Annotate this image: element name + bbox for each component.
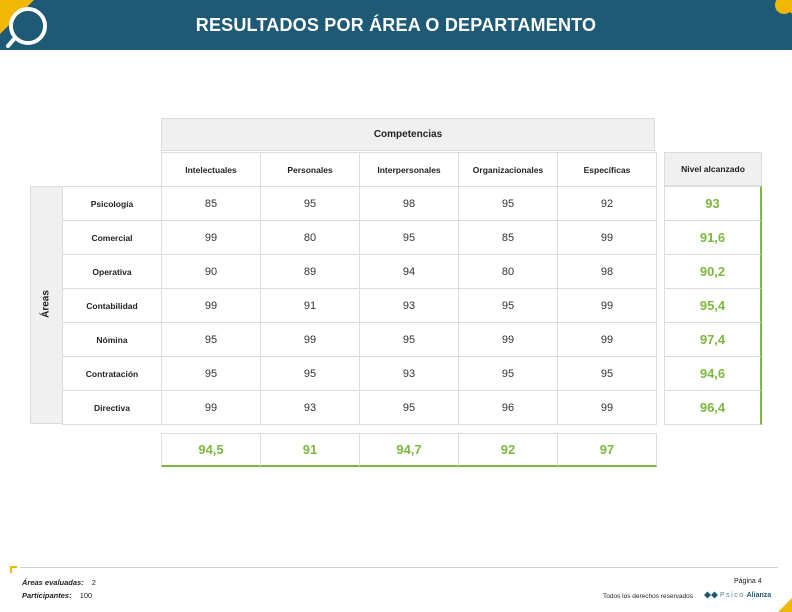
column-average-cell: 94,5 [161,433,261,467]
nivel-alcanzado-cell: 90,2 [664,254,762,289]
nivel-alcanzado-cell: 95,4 [664,288,762,323]
page-title: RESULTADOS POR ÁREA O DEPARTAMENTO [195,15,597,35]
table-cell: 95 [161,356,261,391]
areas-label: Áreas [40,290,52,318]
participantes: Participantes: 100 [22,591,92,600]
footer-right-accent [778,598,792,612]
table-cell: 89 [260,254,360,289]
column-average-cell: 92 [458,433,558,467]
table-cell: 80 [458,254,558,289]
table-cell: 95 [359,220,459,255]
column-header: Organizacionales [458,152,558,187]
row-label-area: Directiva [62,390,162,425]
header-right-dot [775,0,792,14]
column-header: Intelectuales [161,152,261,187]
table-cell: 99 [557,220,657,255]
table-cell: 85 [161,186,261,221]
search-icon [6,7,47,48]
row-label-area: Psicología [62,186,162,221]
table-cell: 92 [557,186,657,221]
row-label-area: Contratación [62,356,162,391]
table-cell: 99 [458,322,558,357]
table-cell: 95 [458,186,558,221]
footer-divider [20,567,778,568]
areas-evaluadas-value: 2 [91,578,96,587]
row-label-area: Contabilidad [62,288,162,323]
table-cell: 85 [458,220,558,255]
nivel-alcanzado-cell: 91,6 [664,220,762,255]
table-cell: 99 [557,322,657,357]
column-average-cell: 94,7 [359,433,459,467]
table-cell: 95 [458,288,558,323]
nivel-alcanzado-cell: 97,4 [664,322,762,357]
table-cell: 99 [161,390,261,425]
table-cell: 95 [359,322,459,357]
table-cell: 90 [161,254,261,289]
table-cell: 96 [458,390,558,425]
table-cell: 99 [161,220,261,255]
table-cell: 95 [458,356,558,391]
table-cell: 95 [260,186,360,221]
table-cell: 99 [161,288,261,323]
psico-alianza-logo: Psico Alianza [704,591,771,599]
areas-evaluadas: Áreas evaluadas: 2 [22,578,96,587]
table-cell: 99 [557,390,657,425]
table-cell: 80 [260,220,360,255]
participantes-label: Participantes: [22,591,72,600]
column-average-cell: 97 [557,433,657,467]
column-header: Personales [260,152,360,187]
page-number: Página 4 [734,578,762,585]
nivel-alcanzado-cell: 94,6 [664,356,762,391]
column-header: Interpersonales [359,152,459,187]
page-header: RESULTADOS POR ÁREA O DEPARTAMENTO [0,0,792,50]
areas-header [30,186,63,424]
column-average-cell: 91 [260,433,360,467]
row-label-area: Nómina [62,322,162,357]
brand-alianza: Alianza [746,591,772,599]
nivel-alcanzado-header: Nivel alcanzado [664,152,762,186]
column-header: Específicas [557,152,657,187]
brand-psico: Psico [720,591,745,599]
table-cell: 95 [161,322,261,357]
table-cell: 93 [359,288,459,323]
table-cell: 91 [260,288,360,323]
table-cell: 93 [359,356,459,391]
row-label-area: Operativa [62,254,162,289]
table-cell: 98 [359,186,459,221]
table-cell: 93 [260,390,360,425]
table-cell: 98 [557,254,657,289]
table-cell: 95 [557,356,657,391]
table-cell: 99 [260,322,360,357]
rights-text: Todos los derechos reservados [603,593,693,600]
logo-mark-icon [704,591,718,599]
row-label-area: Comercial [62,220,162,255]
nivel-alcanzado-cell: 96,4 [664,390,762,425]
competencias-header: Competencias [161,118,655,151]
areas-evaluadas-label: Áreas evaluadas: [22,578,84,587]
table-cell: 95 [260,356,360,391]
table-cell: 99 [557,288,657,323]
table-cell: 94 [359,254,459,289]
nivel-alcanzado-cell: 93 [664,186,762,221]
footer-corner-accent [10,566,17,573]
participantes-value: 100 [79,591,93,600]
table-cell: 95 [359,390,459,425]
